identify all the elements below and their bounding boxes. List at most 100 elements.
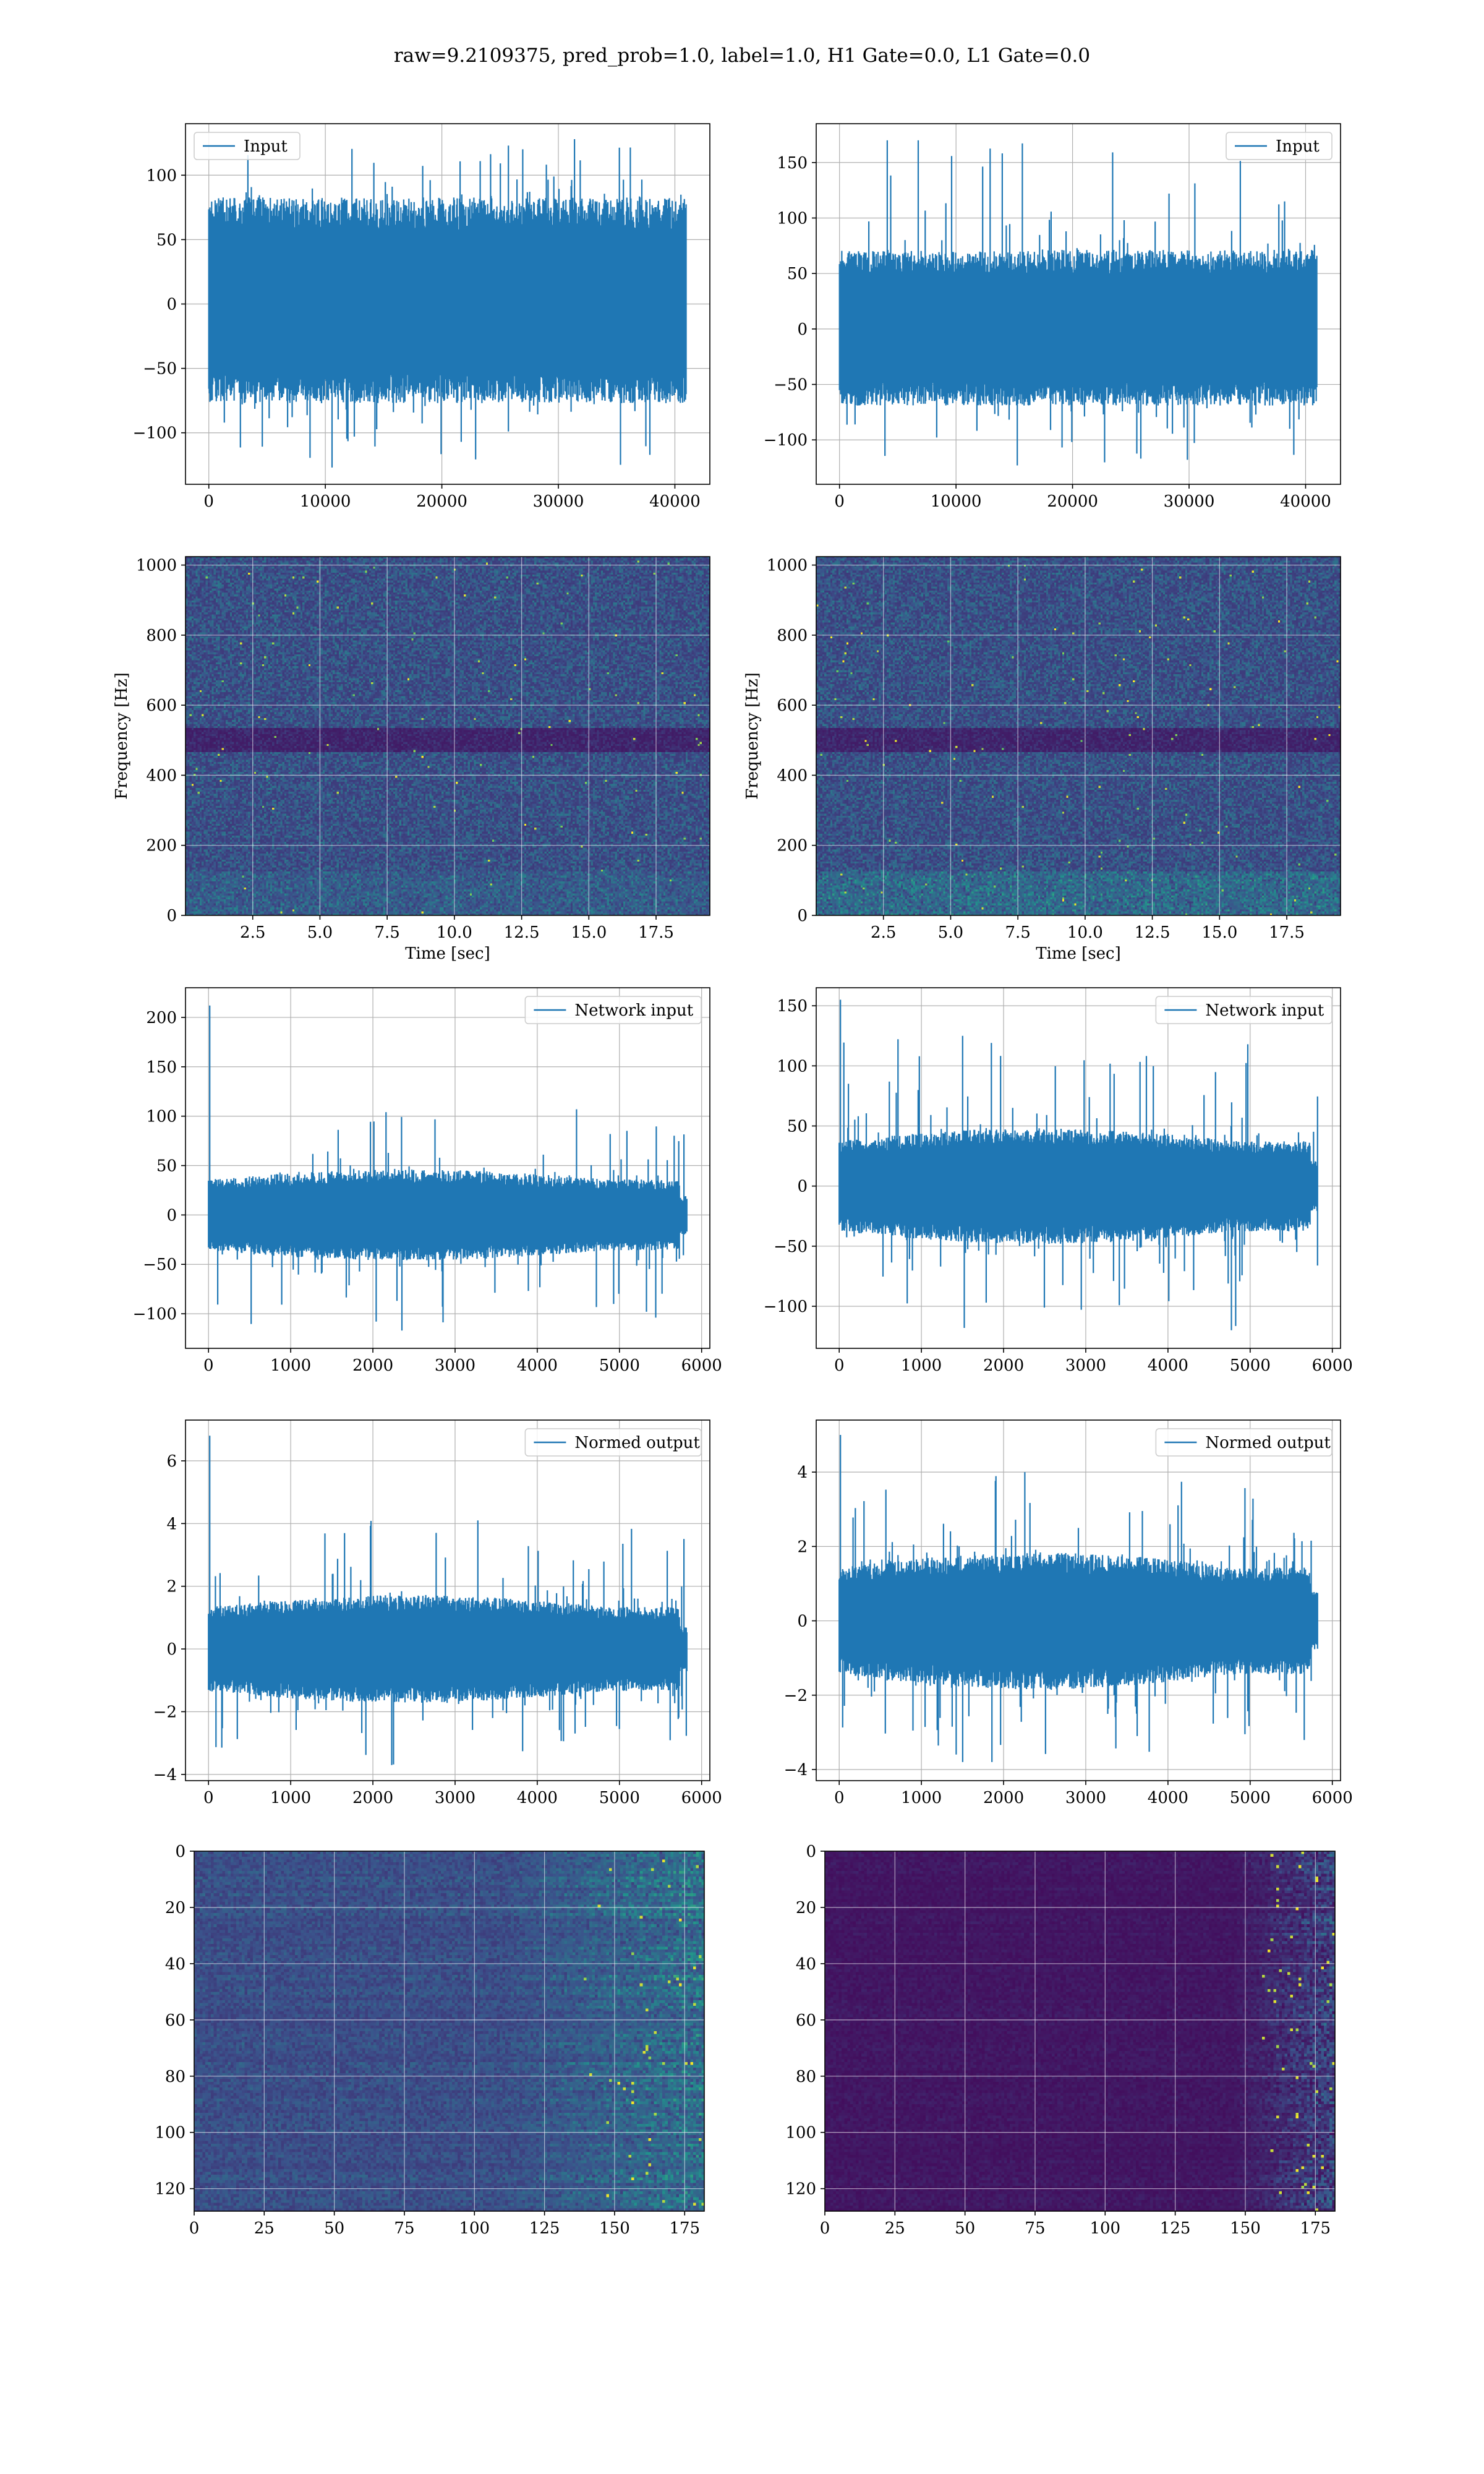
x-tick-label: 100 (1090, 2219, 1120, 2238)
y-tick-label: −100 (764, 431, 808, 450)
y-tick-label: 100 (777, 1057, 808, 1076)
x-tick-label: 0 (189, 2219, 200, 2238)
x-tick-label: 0 (203, 1789, 214, 1807)
x-tick-label: 15.0 (1201, 923, 1237, 942)
y-tick-label: 600 (146, 696, 177, 715)
y-tick-label: 60 (796, 2011, 816, 2030)
figure-title: raw=9.2109375, pred_prob=1.0, label=1.0,… (394, 45, 1090, 67)
x-tick-label: 25 (885, 2219, 905, 2238)
h1-spectrogram-chart: 2.5 5.0 7.5 10.0 12.5 15.0 17.5 0 200 400 600 800 10… (113, 556, 710, 963)
legend-box (1155, 996, 1333, 1024)
y-tick-label: 120 (785, 2180, 816, 2199)
y-tick-label: 1000 (767, 557, 808, 575)
legend-label: Normed output (1205, 1434, 1331, 1452)
y-tick-label: 0 (166, 1206, 177, 1225)
y-axis-label: Frequency [Hz] (113, 672, 131, 800)
x-tick-label: 5000 (599, 1789, 640, 1807)
h1-input-chart: 0 10000 20000 30000 40000 −100 −50 0 50 100 Input (133, 123, 710, 511)
x-tick-label: 30000 (1164, 492, 1215, 511)
x-tick-label: 125 (1160, 2219, 1191, 2238)
legend-box (194, 132, 301, 160)
y-tick-label: 100 (146, 166, 177, 185)
y-tick-label: 2 (166, 1578, 177, 1596)
x-tick-label: 50 (324, 2219, 344, 2238)
y-tick-label: 20 (796, 1899, 816, 1917)
y-tick-label: 120 (155, 2180, 186, 2199)
x-tick-label: 20000 (1047, 492, 1098, 511)
l1-input-chart: 0 10000 20000 30000 40000 −100 −50 0 50 100 150 Inp… (764, 123, 1341, 511)
y-tick-label: −50 (143, 360, 177, 379)
legend-label: Network input (574, 1001, 693, 1020)
x-axis-label: Time [sec] (405, 944, 490, 963)
x-tick-label: 5000 (1230, 1356, 1271, 1375)
x-tick-label: 4000 (517, 1789, 558, 1807)
y-tick-label: −50 (143, 1256, 177, 1274)
axes-frame (816, 123, 1341, 485)
y-tick-label: −4 (784, 1761, 808, 1779)
l1-spectrogram-chart: 2.5 5.0 7.5 10.0 12.5 15.0 17.5 0 200 400 600 800 10… (743, 556, 1341, 963)
x-tick-label: 2000 (352, 1789, 393, 1807)
x-tick-label: 3000 (1065, 1356, 1106, 1375)
h1-spectrogram-heatmap-image (186, 557, 710, 915)
y-tick-label: 100 (146, 1108, 177, 1126)
x-tick-label: 30000 (533, 492, 584, 511)
l1-feature-map-chart: 0 25 50 75 100 125 150 175 0 20 40 60 80 100 120 (785, 1843, 1336, 2238)
x-tick-label: 6000 (681, 1789, 722, 1807)
x-tick-label: 6000 (1312, 1789, 1353, 1807)
h1-normed-output-series-line (208, 1436, 688, 1765)
l1-feature-map-heatmap-image (825, 1851, 1335, 2211)
y-tick-label: 0 (806, 1843, 816, 1861)
x-tick-label: 4000 (1148, 1789, 1188, 1807)
x-tick-label: 12.5 (1135, 923, 1171, 942)
x-tick-label: 5000 (1230, 1789, 1271, 1807)
x-tick-label: 3000 (435, 1789, 475, 1807)
y-tick-label: 40 (165, 1955, 186, 1974)
y-tick-label: 60 (165, 2011, 186, 2030)
x-tick-label: 10000 (300, 492, 351, 511)
x-tick-label: 0 (203, 1356, 214, 1375)
h1-feature-map-chart: 0 25 50 75 100 125 150 175 0 20 40 60 80 100 120 (155, 1843, 705, 2238)
y-axis-label: Frequency [Hz] (743, 672, 762, 800)
y-tick-label: 400 (146, 766, 177, 785)
x-tick-label: 150 (599, 2219, 630, 2238)
x-tick-label: 5000 (599, 1356, 640, 1375)
x-tick-label: 15.0 (571, 923, 607, 942)
x-axis-label: Time [sec] (1036, 944, 1121, 963)
x-tick-label: 175 (669, 2219, 700, 2238)
y-tick-label: 800 (777, 627, 808, 645)
legend: Normed output (1155, 1428, 1333, 1457)
l1-network-input-series-line (838, 999, 1318, 1330)
axes-frame (185, 123, 710, 485)
y-tick-label: 80 (796, 2068, 816, 2086)
h1-normed-output-chart: 0 1000 2000 3000 4000 5000 6000 −4 −2 0 2 4 6 Normed … (153, 1419, 722, 1807)
x-tick-label: 3000 (1065, 1789, 1106, 1807)
x-tick-label: 2.5 (240, 923, 265, 942)
l1-input-series-line (838, 140, 1318, 466)
x-tick-label: 0 (820, 2219, 830, 2238)
h1-network-input-series-line (208, 1005, 688, 1331)
y-tick-label: −100 (764, 1298, 808, 1316)
h1-network-input-chart: 0 1000 2000 3000 4000 5000 6000 −100 −50 0 50 100 15… (133, 987, 722, 1375)
axes-frame (816, 1419, 1341, 1781)
x-tick-label: 0 (834, 1789, 845, 1807)
y-tick-label: 0 (797, 1178, 808, 1196)
y-tick-label: −50 (774, 1238, 808, 1256)
y-tick-label: 200 (146, 1009, 177, 1027)
x-tick-label: 17.5 (638, 923, 674, 942)
legend-box (524, 996, 702, 1024)
x-tick-label: 0 (834, 492, 845, 511)
y-tick-label: 50 (787, 265, 808, 283)
x-tick-label: 2000 (983, 1356, 1024, 1375)
y-tick-label: 200 (146, 837, 177, 855)
x-tick-label: 1000 (901, 1789, 942, 1807)
y-tick-label: 40 (796, 1955, 816, 1974)
x-tick-label: 1000 (901, 1356, 942, 1375)
x-tick-label: 0 (203, 492, 214, 511)
x-tick-label: 2000 (983, 1789, 1024, 1807)
y-tick-label: −100 (133, 424, 177, 443)
legend-box (1226, 132, 1333, 160)
x-tick-label: 150 (1230, 2219, 1261, 2238)
x-tick-label: 175 (1300, 2219, 1331, 2238)
x-tick-label: 12.5 (504, 923, 540, 942)
y-tick-label: −4 (153, 1766, 177, 1784)
